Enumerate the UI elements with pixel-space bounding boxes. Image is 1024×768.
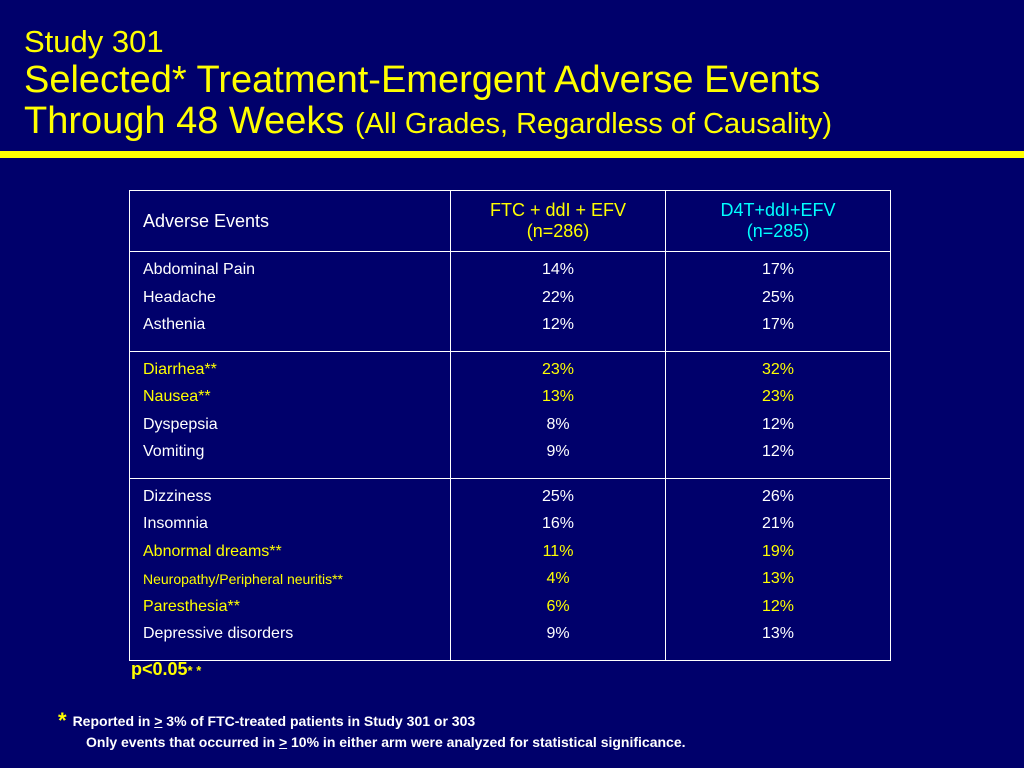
title-line3: Through 48 Weeks (All Grades, Regardless… bbox=[24, 100, 832, 145]
footnote-1b: 3% of FTC-treated patients in Study 301 … bbox=[162, 713, 476, 729]
d4t-value: 23% bbox=[761, 388, 795, 405]
header-d4t-n: (n=285) bbox=[746, 221, 810, 241]
ftc-value: 8% bbox=[546, 415, 570, 433]
event-label: Vomiting bbox=[143, 443, 205, 460]
d4t-value: 13% bbox=[761, 570, 795, 587]
ftc-value: 13% bbox=[541, 388, 575, 405]
ftc-value: 22% bbox=[541, 288, 575, 306]
event-label: Abnormal dreams** bbox=[143, 542, 282, 560]
ftc-value: 16% bbox=[541, 515, 575, 532]
event-cell: Abdominal Pain Headache Asthenia bbox=[129, 251, 451, 352]
ftc-value: 6% bbox=[546, 597, 570, 615]
event-label: Depressive disorders bbox=[143, 625, 294, 642]
d4t-value: 12% bbox=[761, 415, 795, 433]
event-label: Abdominal Pain bbox=[143, 261, 256, 278]
ftc-value: 14% bbox=[541, 261, 575, 278]
table-body: Abdominal Pain Headache Asthenia 14% 22% 12% 1… bbox=[129, 251, 891, 661]
d4t-cell: 26% 21% 19% 13% 12% 13% bbox=[665, 477, 891, 661]
event-label: Insomnia bbox=[143, 515, 208, 532]
d4t-value: 21% bbox=[761, 515, 795, 532]
ftc-value: 11% bbox=[542, 542, 574, 560]
event-cell: Dizziness Insomnia Abnormal dreams** Neurop… bbox=[129, 477, 451, 661]
header-d4t-regimen: D4T+ddI+EFV bbox=[720, 200, 836, 220]
header-ftc-n: (n=286) bbox=[526, 221, 590, 241]
ftc-cell: 23% 13% 8% 9% bbox=[450, 350, 666, 479]
header-adverse-events: Adverse Events bbox=[129, 190, 451, 252]
d4t-value: 25% bbox=[761, 288, 795, 306]
title-main: Selected* Treatment-Emergent Adverse Eve… bbox=[24, 59, 821, 101]
ftc-value: 4% bbox=[546, 570, 570, 587]
event-label: Dizziness bbox=[143, 487, 212, 505]
table-header-row: Adverse Events FTC + ddI + EFV (n=286) D4… bbox=[129, 190, 891, 252]
title-study: Study 301 bbox=[24, 24, 164, 59]
title-paren: (All Grades, Regardless of Causality) bbox=[354, 108, 833, 140]
ftc-cell: 14% 22% 12% bbox=[450, 251, 666, 352]
title-weeks: Through 48 Weeks bbox=[24, 100, 345, 142]
table-row: Abdominal Pain Headache Asthenia 14% 22% 12% 1… bbox=[129, 251, 891, 352]
d4t-value: 17% bbox=[761, 261, 795, 278]
title-divider bbox=[0, 151, 1024, 158]
event-label: Headache bbox=[143, 288, 216, 306]
p-value-note: p<0.05* * bbox=[131, 659, 201, 680]
footnote-2b: 10% in either arm were analyzed for stat… bbox=[287, 734, 686, 750]
d4t-value: 26% bbox=[761, 487, 795, 505]
footnote-2-sym: > bbox=[278, 734, 288, 750]
footnote-2a: Only events that occurred in bbox=[86, 734, 279, 750]
ftc-value: 25% bbox=[541, 487, 575, 505]
d4t-value: 32% bbox=[761, 360, 795, 378]
ftc-value: 23% bbox=[541, 360, 575, 378]
event-label: Dyspepsia bbox=[143, 415, 218, 433]
footnote-line-1: * Reported in > 3% of FTC-treated patient… bbox=[58, 710, 686, 732]
event-label: Nausea** bbox=[143, 388, 211, 405]
table-row: Dizziness Insomnia Abnormal dreams** Neurop… bbox=[129, 477, 891, 661]
event-label: Neuropathy/Peripheral neuritis** bbox=[143, 571, 343, 587]
ftc-value: 12% bbox=[541, 316, 575, 333]
footnote-1-sym: > bbox=[154, 713, 163, 729]
d4t-cell: 17% 25% 17% bbox=[665, 251, 891, 352]
event-label: Asthenia bbox=[143, 316, 206, 333]
d4t-value: 12% bbox=[761, 597, 795, 615]
event-label: Diarrhea** bbox=[143, 360, 217, 378]
p-value-stars: * * bbox=[187, 663, 202, 678]
adverse-events-table: Adverse Events FTC + ddI + EFV (n=286) D4… bbox=[129, 190, 891, 661]
header-ftc-regimen: FTC + ddI + EFV bbox=[489, 200, 627, 220]
header-ftc-arm: FTC + ddI + EFV (n=286) bbox=[450, 190, 666, 252]
footnote: * Reported in > 3% of FTC-treated patient… bbox=[58, 710, 686, 753]
d4t-value: 17% bbox=[761, 316, 795, 333]
footnote-line-2: Only events that occurred in > 10% in ei… bbox=[58, 732, 686, 753]
table-row: Diarrhea** Nausea** Dyspepsia Vomiting 23% 13… bbox=[129, 350, 891, 479]
d4t-value: 13% bbox=[761, 625, 795, 642]
event-cell: Diarrhea** Nausea** Dyspepsia Vomiting bbox=[129, 350, 451, 479]
d4t-value: 12% bbox=[761, 443, 795, 460]
ftc-value: 9% bbox=[546, 625, 570, 642]
header-d4t-arm: D4T+ddI+EFV (n=285) bbox=[665, 190, 891, 252]
ftc-cell: 25% 16% 11% 4% 6% 9% bbox=[450, 477, 666, 661]
event-label: Paresthesia** bbox=[143, 597, 240, 615]
footnote-star: * bbox=[58, 708, 67, 733]
footnote-1a: Reported in bbox=[72, 713, 155, 729]
slide-title: Study 301 Selected* Treatment-Emergent A… bbox=[24, 24, 832, 145]
d4t-value: 19% bbox=[761, 542, 795, 560]
p-value-text: p<0.05 bbox=[131, 659, 188, 679]
d4t-cell: 32% 23% 12% 12% bbox=[665, 350, 891, 479]
ftc-value: 9% bbox=[546, 443, 570, 460]
